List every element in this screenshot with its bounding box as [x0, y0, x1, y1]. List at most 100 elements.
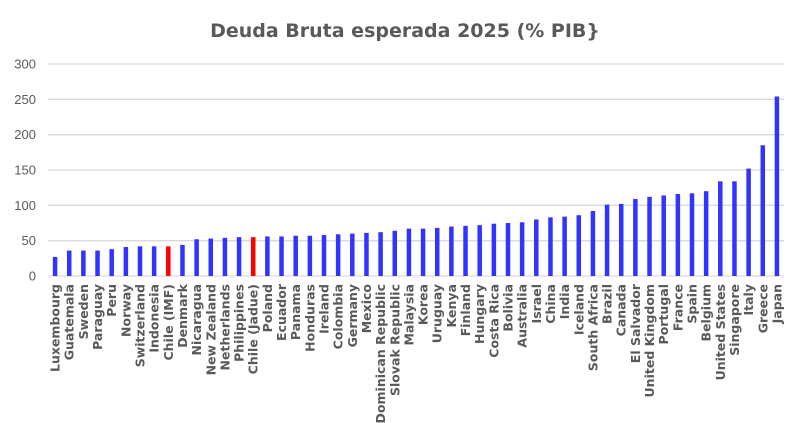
bar — [81, 250, 86, 276]
bar — [505, 223, 511, 276]
bar — [760, 145, 766, 276]
x-tick-label: New Zealand — [203, 284, 218, 375]
bar — [109, 249, 114, 276]
x-tick-label: Ireland — [317, 284, 332, 334]
bar — [52, 256, 58, 276]
bar — [123, 247, 129, 276]
gridlines — [48, 63, 784, 277]
x-tick-label: Australia — [515, 284, 530, 348]
bar — [534, 219, 539, 276]
bar — [420, 228, 426, 276]
x-tick-label: Indonesia — [147, 284, 162, 353]
y-tick-label: 250 — [14, 92, 36, 107]
x-tick-label: India — [557, 284, 572, 319]
x-tick-label: Norway — [118, 284, 133, 337]
x-tick-label: Uruguay — [430, 284, 445, 343]
x-tick-label: Paraguay — [90, 284, 105, 350]
chart-title: Deuda Bruta esperada 2025 (% PIB} — [210, 20, 600, 42]
bar — [774, 96, 780, 276]
x-tick-label: Poland — [260, 284, 275, 332]
bar — [250, 237, 256, 276]
bar — [576, 215, 582, 276]
x-tick-label: China — [543, 284, 558, 324]
bar — [746, 168, 751, 276]
bar — [562, 216, 567, 276]
y-tick-label: 150 — [14, 163, 36, 178]
bar — [137, 246, 143, 276]
x-tick-label: Honduras — [302, 284, 317, 352]
x-tick-label: Hungary — [472, 284, 487, 344]
y-axis: 0 50 100 150 200 250 300 — [14, 57, 36, 284]
x-tick-label: Germany — [345, 284, 360, 347]
x-tick-label: Israel — [529, 284, 544, 323]
bar — [633, 198, 638, 276]
x-tick-label: Denmark — [175, 283, 190, 347]
x-tick-label: Dominican Republic — [373, 284, 388, 423]
x-tick-label: Guatemala — [62, 284, 77, 360]
y-tick-label: 300 — [14, 57, 36, 72]
bar — [406, 228, 412, 276]
x-tick-label: Italy — [741, 284, 756, 316]
y-tick-label: 200 — [14, 127, 36, 142]
bar — [689, 193, 695, 276]
x-tick-label: United States — [713, 284, 728, 380]
x-tick-label: Iceland — [571, 284, 586, 335]
bar — [378, 232, 383, 276]
x-tick-label: Finland — [458, 284, 473, 336]
x-tick-label: Malaysia — [401, 284, 416, 346]
x-tick-label: Japan — [769, 284, 784, 324]
x-tick-label: Panama — [288, 284, 303, 340]
bar — [675, 194, 681, 276]
bars — [52, 96, 780, 276]
x-tick-label: Slovak Republic — [387, 284, 402, 396]
x-tick-label: Nicaragua — [189, 284, 204, 355]
bar — [180, 244, 185, 276]
bar — [95, 250, 100, 276]
bar — [166, 246, 171, 276]
bar — [265, 236, 270, 276]
x-tick-label: Spain — [685, 284, 700, 324]
bar — [519, 222, 525, 276]
x-tick-label: Switzerland — [133, 284, 148, 367]
bar — [151, 246, 157, 276]
bar — [590, 210, 596, 276]
bar — [491, 223, 497, 276]
bar — [732, 181, 737, 276]
bar — [279, 236, 284, 276]
x-tick-label: Costa Rica — [486, 284, 501, 358]
bar — [222, 237, 228, 276]
bar — [434, 227, 440, 276]
bar — [236, 237, 242, 276]
x-tick-label: Peru — [104, 284, 119, 317]
x-tick-label: Bolivia — [501, 284, 516, 332]
y-tick-label: 50 — [22, 233, 36, 248]
x-tick-label: Belgium — [699, 284, 714, 341]
x-tick-label: Chile (IMF) — [161, 284, 176, 361]
x-tick-label: Philippines — [232, 284, 247, 362]
bar — [293, 235, 298, 276]
x-tick-label: Netherlands — [217, 284, 232, 370]
bar — [548, 217, 553, 276]
x-tick-label: Luxembourg — [48, 284, 63, 372]
bar — [66, 250, 72, 276]
x-tick-label: Brazil — [600, 284, 615, 324]
x-tick-label: Portugal — [656, 284, 671, 344]
x-tick-label: Canada — [614, 284, 629, 336]
x-tick-label: Colombia — [331, 284, 346, 349]
bar — [335, 234, 341, 276]
x-tick-label: South Africa — [585, 284, 600, 371]
x-tick-label: Ecuador — [274, 283, 289, 341]
bar — [321, 235, 327, 276]
bar — [350, 233, 355, 276]
y-tick-label: 0 — [29, 269, 36, 284]
bar — [194, 239, 199, 276]
x-tick-label: Korea — [416, 284, 431, 325]
bar — [618, 203, 624, 276]
x-axis: Luxembourg Guatemala Sweden Paraguay Peru Nor… — [48, 283, 785, 423]
x-tick-label: Mexico — [359, 284, 374, 334]
bar — [463, 225, 468, 276]
y-tick-label: 100 — [14, 198, 36, 213]
bar — [449, 226, 454, 276]
bar — [718, 181, 723, 276]
bar — [604, 204, 610, 276]
